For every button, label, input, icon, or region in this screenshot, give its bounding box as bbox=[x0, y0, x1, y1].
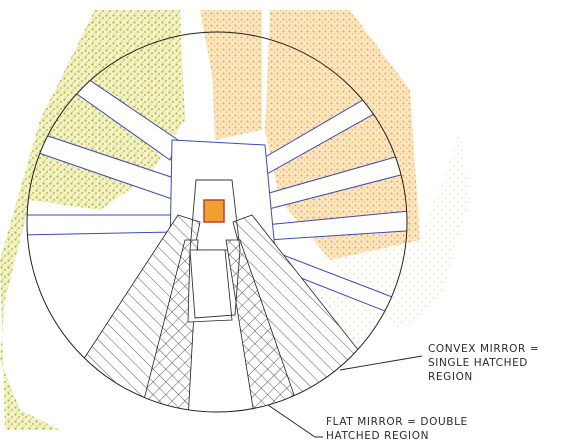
flat-hatch-right bbox=[225, 239, 301, 412]
inside-disc bbox=[27, 59, 407, 412]
vehicle-lane bbox=[187, 249, 233, 323]
gap bbox=[27, 214, 176, 236]
road-cloud bbox=[200, 10, 262, 140]
vehicle-sensor bbox=[203, 199, 225, 223]
vehicle-outline bbox=[189, 179, 241, 319]
leaders bbox=[267, 355, 423, 438]
flat-hatch-left bbox=[139, 239, 199, 412]
flat-label-line: HATCHED REGION bbox=[326, 430, 429, 442]
convex-leader bbox=[339, 355, 423, 371]
flat-label-line: FLAT MIRROR = DOUBLE bbox=[326, 416, 468, 428]
convex-label-line: SINGLE HATCHED bbox=[428, 357, 528, 369]
sparse-cloud bbox=[330, 130, 470, 330]
coverage-circle bbox=[26, 31, 408, 413]
convex-label-line: REGION bbox=[428, 371, 473, 383]
vehicle bbox=[189, 179, 241, 319]
flat-leader bbox=[267, 404, 323, 438]
convex-label-line: CONVEX MIRROR = bbox=[428, 343, 539, 355]
